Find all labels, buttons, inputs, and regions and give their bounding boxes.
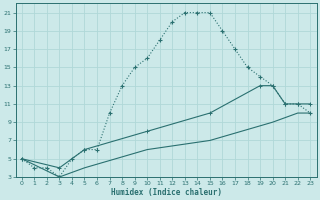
X-axis label: Humidex (Indice chaleur): Humidex (Indice chaleur)	[110, 188, 221, 197]
